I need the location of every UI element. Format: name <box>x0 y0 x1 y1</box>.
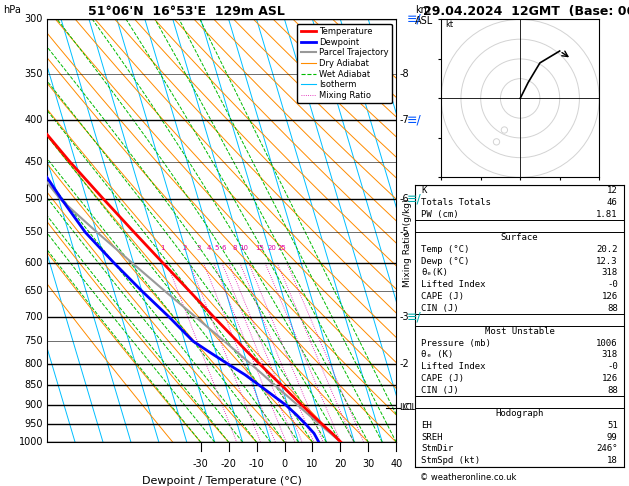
Text: 20: 20 <box>268 245 277 251</box>
Text: 88: 88 <box>607 386 618 395</box>
Text: © weatheronline.co.uk: © weatheronline.co.uk <box>420 473 516 482</box>
Text: ≡/: ≡/ <box>406 311 421 324</box>
Text: 700: 700 <box>25 312 43 322</box>
Text: 30: 30 <box>362 459 374 469</box>
Text: StmDir: StmDir <box>421 444 454 453</box>
Text: Dewpoint / Temperature (°C): Dewpoint / Temperature (°C) <box>142 476 302 486</box>
Text: 0: 0 <box>282 459 287 469</box>
Text: 400: 400 <box>25 116 43 125</box>
Text: Totals Totals: Totals Totals <box>421 198 491 207</box>
Text: Surface: Surface <box>501 233 538 242</box>
Text: 25: 25 <box>277 245 286 251</box>
Text: 300: 300 <box>25 15 43 24</box>
Legend: Temperature, Dewpoint, Parcel Trajectory, Dry Adiabat, Wet Adiabat, Isotherm, Mi: Temperature, Dewpoint, Parcel Trajectory… <box>298 24 392 103</box>
Text: Dewp (°C): Dewp (°C) <box>421 257 470 265</box>
Text: km: km <box>415 5 430 15</box>
Text: 126: 126 <box>601 292 618 301</box>
Text: Pressure (mb): Pressure (mb) <box>421 339 491 348</box>
Text: 29.04.2024  12GMT  (Base: 06): 29.04.2024 12GMT (Base: 06) <box>423 5 629 18</box>
Text: 3: 3 <box>196 245 201 251</box>
Text: -0: -0 <box>607 280 618 289</box>
Text: 800: 800 <box>25 359 43 369</box>
Text: 12.3: 12.3 <box>596 257 618 265</box>
Text: 550: 550 <box>25 227 43 237</box>
Text: LCL: LCL <box>401 403 416 412</box>
Text: 20.2: 20.2 <box>596 245 618 254</box>
Text: EH: EH <box>421 421 432 430</box>
Text: -7: -7 <box>399 116 409 125</box>
Text: Lifted Index: Lifted Index <box>421 362 486 371</box>
Text: 40: 40 <box>390 459 403 469</box>
Text: LCL: LCL <box>399 403 415 412</box>
Text: 51: 51 <box>607 421 618 430</box>
Text: Temp (°C): Temp (°C) <box>421 245 470 254</box>
Text: -0: -0 <box>607 362 618 371</box>
Text: 850: 850 <box>25 380 43 390</box>
Text: -20: -20 <box>221 459 237 469</box>
Text: -8: -8 <box>399 69 409 79</box>
Text: 99: 99 <box>607 433 618 442</box>
Text: 600: 600 <box>25 258 43 268</box>
Text: 8: 8 <box>233 245 237 251</box>
Text: 500: 500 <box>25 194 43 204</box>
Text: 12: 12 <box>607 186 618 195</box>
Text: 650: 650 <box>25 286 43 296</box>
Text: SREH: SREH <box>421 433 443 442</box>
Text: 2: 2 <box>182 245 187 251</box>
Text: PW (cm): PW (cm) <box>421 209 459 219</box>
Text: ≡/: ≡/ <box>406 192 421 206</box>
Text: 20: 20 <box>334 459 347 469</box>
Text: Most Unstable: Most Unstable <box>484 327 555 336</box>
Text: ASL: ASL <box>415 16 433 26</box>
Text: StmSpd (kt): StmSpd (kt) <box>421 456 481 465</box>
Text: 1006: 1006 <box>596 339 618 348</box>
Text: 1: 1 <box>160 245 165 251</box>
Text: -30: -30 <box>193 459 209 469</box>
Text: -10: -10 <box>248 459 265 469</box>
Text: -3: -3 <box>399 312 409 322</box>
Text: θₑ (K): θₑ (K) <box>421 350 454 360</box>
Text: 318: 318 <box>601 268 618 278</box>
Text: ≡/: ≡/ <box>406 13 421 26</box>
Text: 450: 450 <box>25 157 43 167</box>
Text: 246°: 246° <box>596 444 618 453</box>
Text: CAPE (J): CAPE (J) <box>421 292 464 301</box>
Text: 10: 10 <box>306 459 319 469</box>
Text: 46: 46 <box>607 198 618 207</box>
Text: 750: 750 <box>25 336 43 346</box>
Text: 10: 10 <box>239 245 248 251</box>
Text: -5: -5 <box>399 227 409 237</box>
Text: ≡/: ≡/ <box>406 114 421 127</box>
Text: CAPE (J): CAPE (J) <box>421 374 464 383</box>
Text: 4: 4 <box>207 245 211 251</box>
Text: 1000: 1000 <box>18 437 43 447</box>
Text: K: K <box>421 186 427 195</box>
Text: 126: 126 <box>601 374 618 383</box>
Text: 88: 88 <box>607 303 618 312</box>
Text: Hodograph: Hodograph <box>496 409 543 418</box>
Text: 950: 950 <box>25 419 43 429</box>
Text: -2: -2 <box>399 359 409 369</box>
Text: 6: 6 <box>221 245 226 251</box>
Text: CIN (J): CIN (J) <box>421 386 459 395</box>
Text: 1.81: 1.81 <box>596 209 618 219</box>
Text: Lifted Index: Lifted Index <box>421 280 486 289</box>
Text: -6: -6 <box>399 194 409 204</box>
Text: θₑ(K): θₑ(K) <box>421 268 448 278</box>
Text: 15: 15 <box>255 245 265 251</box>
Text: 318: 318 <box>601 350 618 360</box>
Text: 900: 900 <box>25 400 43 410</box>
Text: Mixing Ratio  (g/kg): Mixing Ratio (g/kg) <box>403 199 412 287</box>
Text: 18: 18 <box>607 456 618 465</box>
Text: kt: kt <box>445 20 454 29</box>
Text: CIN (J): CIN (J) <box>421 303 459 312</box>
Text: 350: 350 <box>25 69 43 79</box>
Text: hPa: hPa <box>3 5 21 15</box>
Text: 51°06'N  16°53'E  129m ASL: 51°06'N 16°53'E 129m ASL <box>88 5 285 18</box>
Text: 5: 5 <box>215 245 220 251</box>
